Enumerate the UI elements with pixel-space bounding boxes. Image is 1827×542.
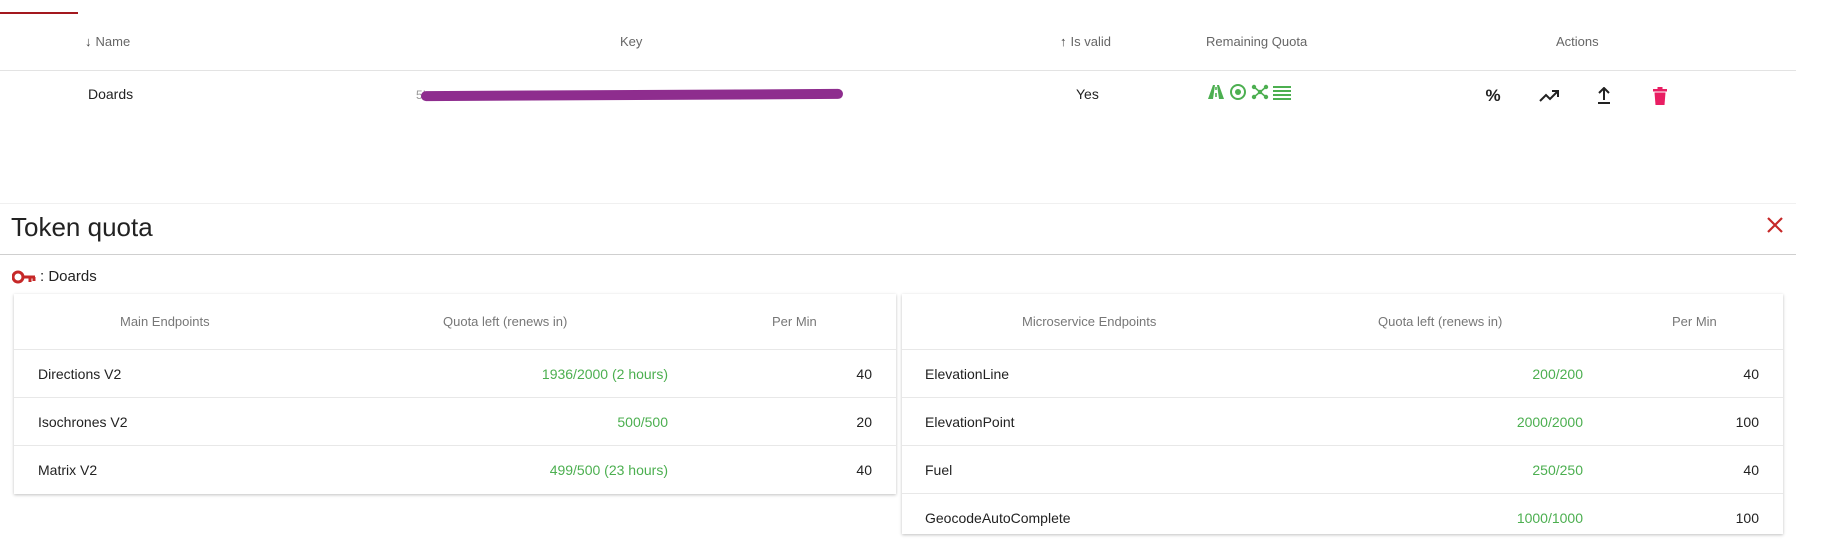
micro-quota-header: Quota left (renews in)	[1378, 314, 1503, 329]
endpoint-quota: 1000/1000	[1516, 510, 1583, 526]
column-header-key[interactable]: Key	[620, 34, 643, 49]
table-row: ElevationLine 200/200 40	[902, 349, 1783, 398]
micro-per-min-header: Per Min	[1672, 314, 1717, 329]
key-icon	[12, 270, 36, 283]
close-button[interactable]	[1762, 212, 1788, 238]
matrix-icon	[1251, 84, 1269, 100]
arrow-up-icon: ↑	[1060, 34, 1067, 49]
endpoint-name: Fuel	[925, 462, 953, 478]
section-divider	[0, 203, 1796, 204]
table-row: Isochrones V2 500/500 20	[14, 397, 896, 446]
upload-button[interactable]	[1591, 85, 1617, 107]
delete-icon	[1653, 87, 1667, 105]
endpoint-name: Matrix V2	[38, 462, 98, 478]
close-icon	[1767, 217, 1783, 233]
table-row: Fuel 250/250 40	[902, 445, 1783, 494]
delete-button[interactable]	[1647, 85, 1673, 107]
token-key-redaction	[420, 88, 844, 102]
directions-icon	[1208, 85, 1224, 99]
arrow-down-icon: ↓	[85, 34, 92, 49]
active-tab-indicator	[0, 12, 78, 14]
endpoint-name: Isochrones V2	[38, 414, 128, 430]
main-endpoints-card: Main Endpoints Quota left (renews in) Pe…	[14, 294, 896, 494]
endpoint-per-min: 40	[856, 366, 872, 382]
panel-key-line: : Doards	[12, 268, 97, 285]
main-quota-header: Quota left (renews in)	[443, 314, 568, 329]
endpoint-quota: 2000/2000	[1516, 414, 1583, 430]
panel-title-divider	[0, 254, 1796, 255]
endpoint-per-min: 100	[1735, 414, 1759, 430]
usage-chart-button[interactable]	[1536, 85, 1562, 107]
endpoint-per-min: 40	[856, 462, 872, 478]
token-name: Doards	[88, 86, 134, 102]
isochrones-icon	[1230, 84, 1246, 100]
column-header-is-valid[interactable]: ↑ Is valid	[1060, 34, 1111, 49]
endpoint-quota: 500/500	[617, 414, 668, 430]
endpoint-per-min: 20	[856, 414, 872, 430]
percent-button[interactable]: %	[1480, 85, 1506, 107]
endpoint-name: Directions V2	[38, 366, 122, 382]
main-endpoints-header: Main Endpoints	[120, 314, 210, 329]
percent-icon: %	[1485, 86, 1501, 105]
endpoint-quota: 250/250	[1532, 462, 1583, 478]
column-header-actions: Actions	[1556, 34, 1599, 49]
main-per-min-header: Per Min	[772, 314, 817, 329]
panel-key-name: : Doards	[40, 268, 97, 285]
endpoint-name: ElevationLine	[925, 366, 1010, 382]
list-icon	[1273, 86, 1291, 100]
micro-endpoints-header: Microservice Endpoints	[1022, 314, 1157, 329]
table-row: Directions V2 1936/2000 (2 hours) 40	[14, 349, 896, 398]
endpoint-per-min: 40	[1743, 462, 1759, 478]
token-is-valid: Yes	[1076, 86, 1099, 102]
endpoint-per-min: 100	[1735, 510, 1759, 526]
trending-up-icon	[1539, 90, 1559, 102]
panel-title: Token quota	[11, 212, 153, 242]
endpoint-name: ElevationPoint	[925, 414, 1015, 430]
endpoint-quota: 499/500 (23 hours)	[549, 462, 668, 478]
table-row: ElevationPoint 2000/2000 100	[902, 397, 1783, 446]
endpoint-name: GeocodeAutoComplete	[925, 510, 1071, 526]
endpoint-quota: 1936/2000 (2 hours)	[541, 366, 668, 382]
endpoint-quota: 200/200	[1532, 366, 1583, 382]
header-divider	[0, 70, 1796, 71]
column-header-remaining-quota[interactable]: Remaining Quota	[1206, 34, 1308, 49]
column-header-name[interactable]: ↓ Name	[85, 34, 131, 49]
microservice-endpoints-card: Microservice Endpoints Quota left (renew…	[902, 294, 1783, 534]
table-row: Matrix V2 499/500 (23 hours) 40	[14, 445, 896, 494]
upload-icon	[1598, 87, 1610, 104]
endpoint-per-min: 40	[1743, 366, 1759, 382]
remaining-quota-icons[interactable]	[1207, 84, 1291, 100]
